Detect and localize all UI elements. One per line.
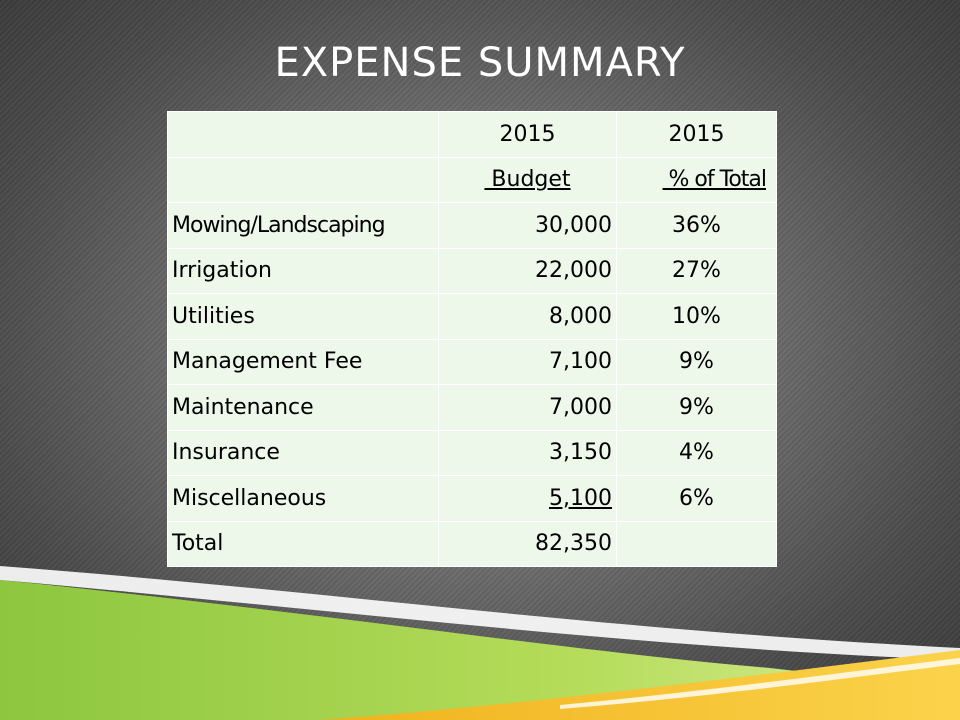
row-pct — [616, 520, 777, 567]
table-row: Mowing/Landscaping 30,000 36% — [167, 202, 777, 249]
row-pct: 36% — [616, 202, 777, 249]
table-row: Utilities 8,000 10% — [167, 293, 777, 340]
table-row: Management Fee 7,100 9% — [167, 338, 777, 385]
table-header-row: 2015 2015 — [167, 111, 777, 158]
expense-table: 2015 2015 Budget % of Total Mowing/Lands… — [167, 111, 777, 567]
row-label: Irrigation — [167, 247, 439, 294]
row-label: Total — [167, 520, 439, 567]
row-budget: 82,350 — [438, 520, 617, 567]
row-label: Maintenance — [167, 384, 439, 431]
header-cell-pct-of-total: % of Total — [616, 156, 777, 203]
row-budget: 7,000 — [438, 384, 617, 431]
row-label: Insurance — [167, 429, 439, 476]
row-label: Mowing/Landscaping — [167, 202, 439, 249]
table-row: Miscellaneous 5,100 6% — [167, 475, 777, 522]
row-budget: 7,100 — [438, 338, 617, 385]
white-streak — [560, 658, 960, 709]
table-row: Irrigation 22,000 27% — [167, 247, 777, 294]
row-pct: 10% — [616, 293, 777, 340]
table-row-total: Total 82,350 — [167, 520, 777, 567]
yellow-swoosh — [320, 650, 960, 720]
row-label: Miscellaneous — [167, 475, 439, 522]
table-row: Maintenance 7,000 9% — [167, 384, 777, 431]
white-band — [0, 566, 960, 660]
row-pct: 4% — [616, 429, 777, 476]
table-row: Insurance 3,150 4% — [167, 429, 777, 476]
row-label: Management Fee — [167, 338, 439, 385]
row-budget: 22,000 — [438, 247, 617, 294]
row-pct: 27% — [616, 247, 777, 294]
row-budget: 30,000 — [438, 202, 617, 249]
slide-title: EXPENSE SUMMARY — [274, 40, 686, 86]
row-budget: 8,000 — [438, 293, 617, 340]
row-pct: 6% — [616, 475, 777, 522]
header-cell-budget: Budget — [438, 156, 617, 203]
row-pct: 9% — [616, 338, 777, 385]
